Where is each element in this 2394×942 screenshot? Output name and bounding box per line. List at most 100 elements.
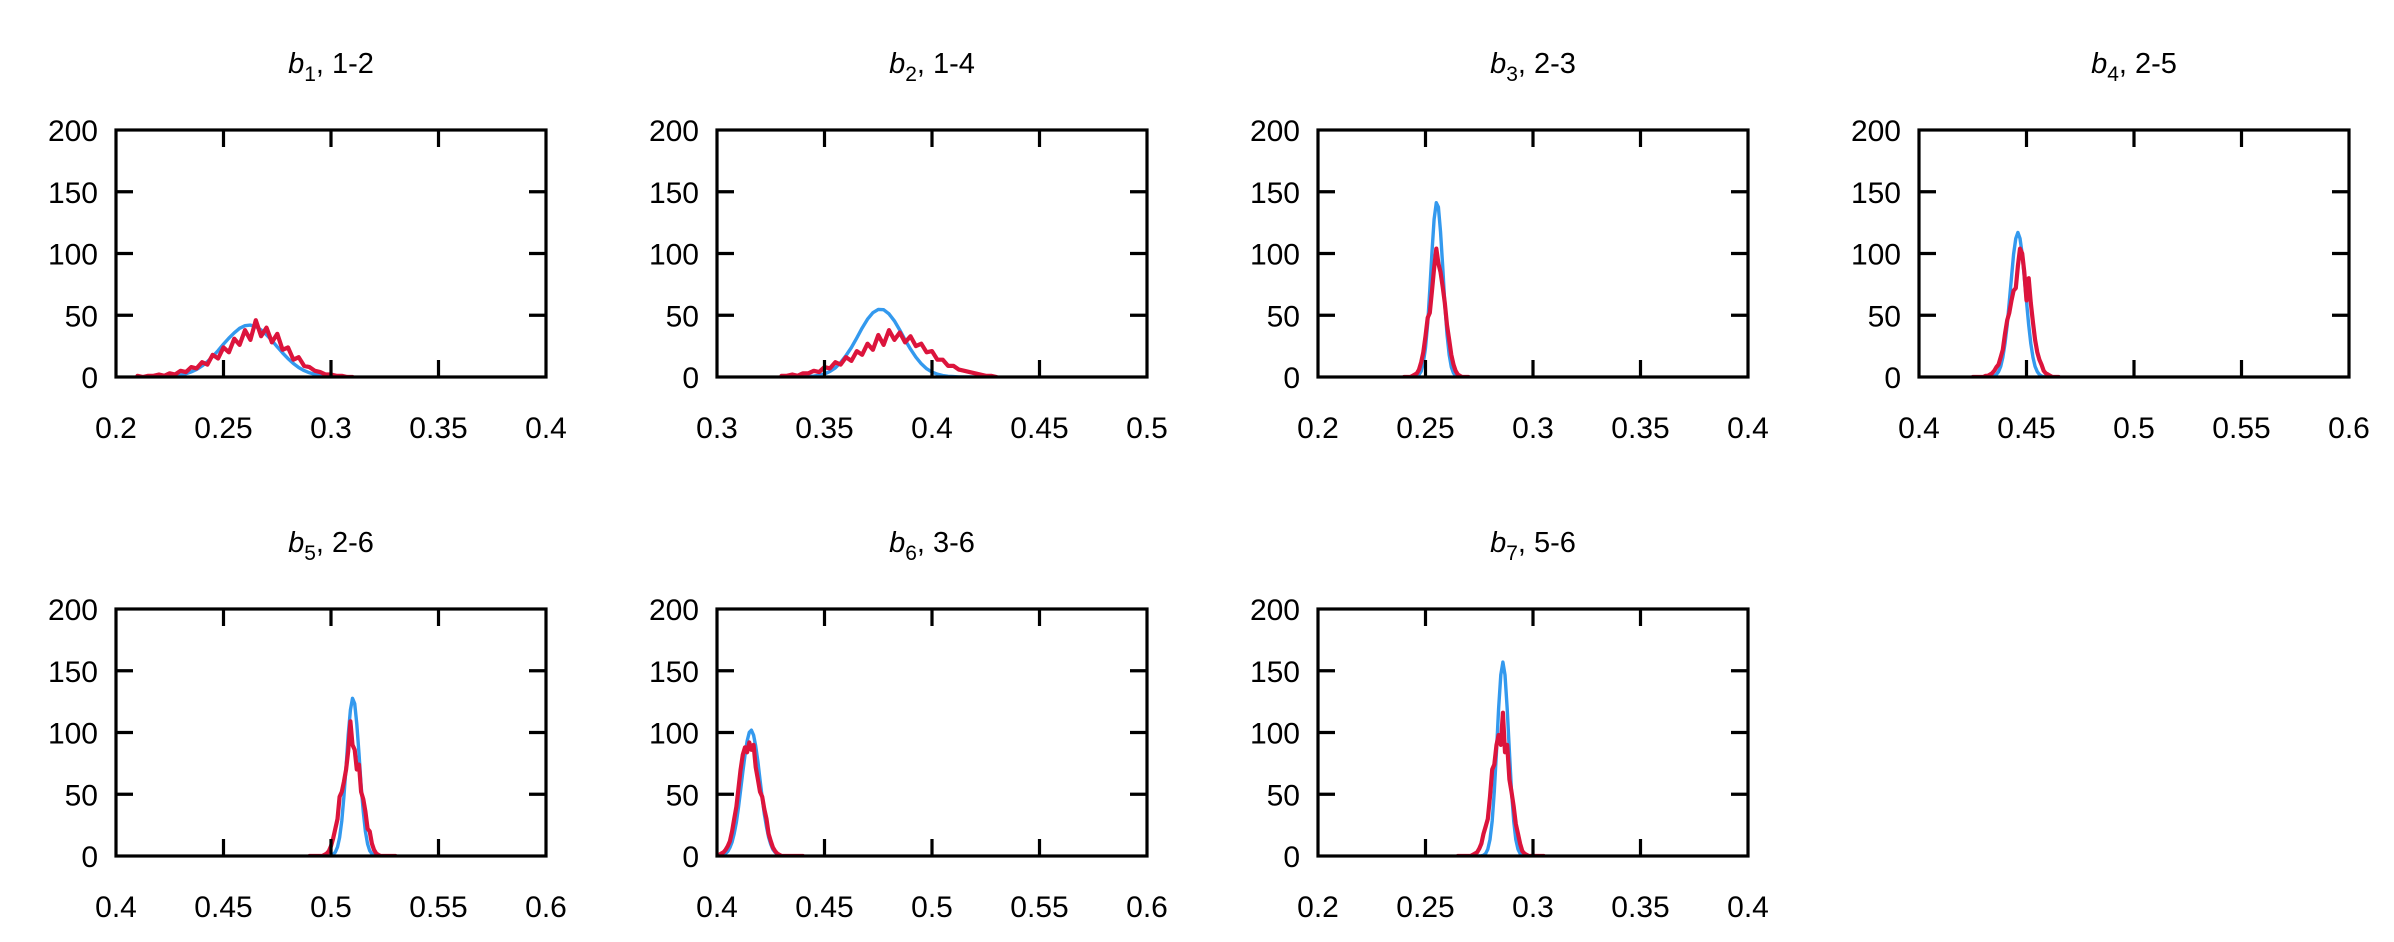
x-tick-label: 0.25 [1396,891,1454,924]
y-tick-label: 150 [48,656,98,689]
title-variable: b [1490,527,1506,559]
series-group [1970,230,2061,377]
x-tick-label: 0.5 [2113,412,2155,445]
series-group [779,307,999,377]
y-tick-label: 200 [48,115,98,148]
series-red-line [135,318,355,377]
y-tick-label: 0 [1283,362,1300,395]
title-variable: b [889,48,905,80]
x-tick-label: 0.2 [1297,891,1339,924]
x-tick-label: 0.4 [1727,891,1769,924]
y-tick-label: 50 [666,779,699,812]
title-variable: b [288,527,304,559]
title-subscript: 7 [1506,542,1518,565]
x-tick-label: 0.6 [2328,412,2370,445]
series-blue-line [779,307,999,377]
x-tick-label: 0.5 [911,891,953,924]
x-tick-label: 0.6 [1126,891,1168,924]
y-tick-label: 0 [682,841,699,874]
y-tick-label: 100 [1851,239,1901,272]
y-tick-label: 0 [1283,841,1300,874]
series-group [307,696,398,856]
x-tick-label: 0.4 [696,891,738,924]
y-tick-label: 150 [649,656,699,689]
panel-b4: b4, 2-5 0.4 0.45 0.5 0.55 0.6 0 50 100 150 200 [1851,48,2370,445]
panel-title: b7, 5-6 [1490,527,1576,565]
panel-title: b1, 1-2 [288,48,374,86]
series-blue-line [1971,230,2061,377]
plot-frame [114,128,548,379]
x-tick-label: 0.35 [795,412,853,445]
x-tick-label: 0.45 [795,891,853,924]
x-tick-label: 0.2 [1297,412,1339,445]
title-subscript: 5 [304,542,316,565]
title-edge: , 2-6 [316,527,374,559]
x-tick-label: 0.3 [1512,412,1554,445]
series-red-line [1401,246,1471,377]
x-tick-label: 0.25 [1396,412,1454,445]
y-tick-label: 150 [649,177,699,210]
series-red-line [1970,246,2061,377]
panel-b3: b3, 2-3 0.2 0.25 0.3 0.35 0.4 0 50 100 150 200 [1250,48,1769,445]
panel-b7: b7, 5-6 0.2 0.25 0.3 0.35 0.4 0 50 100 150 200 [1250,527,1769,924]
y-tick-label: 100 [1250,718,1300,751]
title-edge: , 2-5 [2119,48,2177,80]
x-tick-label: 0.4 [1727,412,1769,445]
x-tick-label: 0.5 [1126,412,1168,445]
x-tick-label: 0.45 [194,891,252,924]
x-tick-label: 0.4 [911,412,953,445]
y-tick-label: 100 [649,718,699,751]
y-tick-label: 100 [649,239,699,272]
x-tick-label: 0.55 [409,891,467,924]
title-subscript: 3 [1506,63,1518,86]
panel-b2: b2, 1-4 0.3 0.35 0.4 0.45 0.5 0 50 100 150 200 [649,48,1168,445]
title-variable: b [2091,48,2107,80]
y-tick-label: 50 [666,300,699,333]
x-tick-label: 0.3 [1512,891,1554,924]
x-tick-label: 0.35 [1611,412,1669,445]
plot-frame [1316,128,1750,379]
x-tick-label: 0.4 [1898,412,1940,445]
title-edge: , 1-4 [917,48,975,80]
panel-title: b5, 2-6 [288,527,374,565]
y-tick-label: 200 [48,594,98,627]
title-subscript: 6 [905,542,917,565]
panel-title: b2, 1-4 [889,48,975,86]
y-tick-label: 150 [1250,656,1300,689]
x-tick-label: 0.3 [696,412,738,445]
series-group [717,728,806,856]
y-tick-label: 100 [1250,239,1300,272]
x-tick-label: 0.6 [525,891,567,924]
panel-b1: b1, 1-2 0.2 0.25 0.3 0.35 0.4 0 50 100 150 200 [48,48,567,445]
series-group [135,318,355,377]
y-tick-label: 200 [649,115,699,148]
y-tick-label: 200 [649,594,699,627]
title-variable: b [889,527,905,559]
y-tick-label: 200 [1250,594,1300,627]
series-red-line [717,740,806,856]
y-tick-label: 200 [1851,115,1901,148]
y-tick-label: 0 [81,362,98,395]
panel-title: b4, 2-5 [2091,48,2177,86]
title-edge: , 3-6 [917,527,975,559]
panel-title: b6, 3-6 [889,527,975,565]
x-tick-label: 0.5 [310,891,352,924]
x-tick-label: 0.45 [1010,412,1068,445]
x-tick-label: 0.55 [1010,891,1068,924]
plot-frame [1917,128,2351,379]
y-tick-label: 50 [1267,779,1300,812]
series-group [1455,660,1546,856]
title-subscript: 2 [905,63,917,86]
title-variable: b [288,48,304,80]
x-tick-label: 0.35 [409,412,467,445]
title-edge: , 1-2 [316,48,374,80]
plot-frame [114,607,548,858]
title-variable: b [1490,48,1506,80]
x-tick-label: 0.55 [2212,412,2270,445]
y-tick-label: 50 [1267,300,1300,333]
x-tick-label: 0.25 [194,412,252,445]
plot-frame [715,128,1149,379]
plot-frame [715,607,1149,858]
series-blue-line [307,696,398,856]
